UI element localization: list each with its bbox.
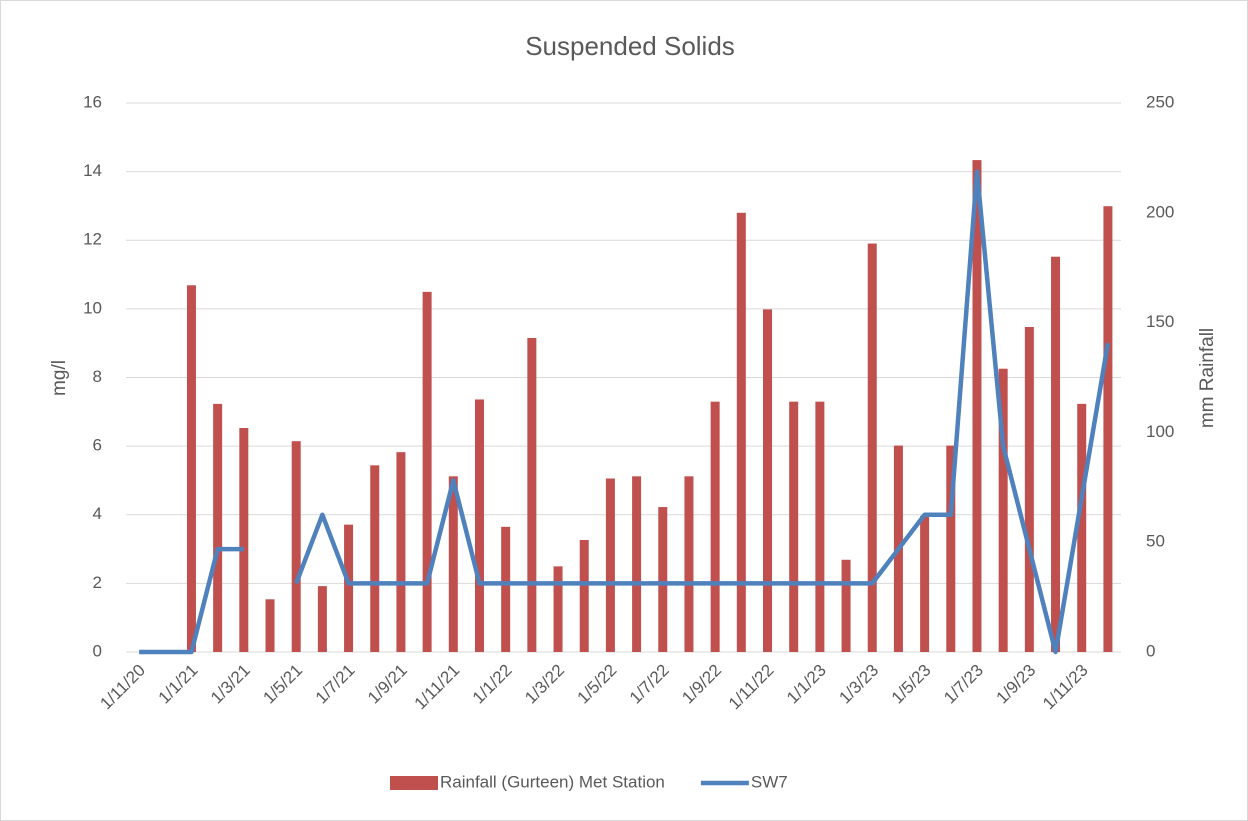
bar	[658, 507, 668, 652]
legend-swatch	[390, 776, 438, 790]
bar	[474, 399, 484, 652]
y-tick-label: 0	[93, 641, 102, 660]
bar	[448, 476, 458, 652]
bar	[920, 515, 930, 652]
chart-title: Suspended Solids	[525, 31, 735, 61]
y2-tick-label: 0	[1146, 641, 1155, 660]
y-tick-label: 8	[93, 367, 102, 386]
bar	[1103, 206, 1113, 652]
bar	[998, 368, 1008, 652]
y-tick-label: 4	[93, 504, 102, 523]
bar	[291, 441, 301, 652]
bar	[815, 401, 825, 652]
bar	[867, 243, 877, 652]
bar	[1077, 403, 1087, 652]
bar	[632, 476, 642, 652]
bar	[527, 337, 537, 652]
y-tick-label: 6	[93, 436, 102, 455]
legend-label: SW7	[751, 772, 788, 791]
bar	[1051, 256, 1061, 652]
bar	[972, 160, 982, 652]
y2-tick-label: 150	[1146, 312, 1174, 331]
bar	[422, 291, 432, 652]
legend-label: Rainfall (Gurteen) Met Station	[440, 772, 665, 791]
bar	[265, 599, 275, 652]
line	[139, 169, 1111, 655]
bar	[317, 586, 327, 652]
bar	[684, 476, 694, 652]
bar	[396, 452, 406, 652]
y-tick-label: 16	[83, 92, 102, 111]
bar	[239, 428, 249, 652]
y2-tick-label: 200	[1146, 202, 1174, 221]
y-tick-label: 14	[83, 161, 102, 180]
bar	[789, 401, 799, 652]
bar	[344, 524, 354, 652]
y2-tick-label: 100	[1146, 422, 1174, 441]
y-tick-label: 10	[83, 298, 102, 317]
y-axis-title: mg/l	[49, 360, 70, 396]
bar	[841, 559, 851, 652]
y-tick-label: 2	[93, 573, 102, 592]
y2-tick-label: 50	[1146, 532, 1165, 551]
bar	[579, 540, 589, 652]
bar	[736, 212, 746, 653]
bar	[213, 403, 223, 652]
bar	[370, 465, 380, 652]
bar	[1024, 326, 1034, 652]
bar	[553, 566, 563, 652]
bar	[501, 526, 511, 652]
bar	[605, 478, 615, 652]
bar	[763, 309, 773, 652]
y-tick-label: 12	[83, 230, 102, 249]
bar	[186, 285, 196, 652]
bar	[710, 401, 720, 652]
y2-tick-label: 250	[1146, 92, 1174, 111]
bar	[946, 445, 956, 652]
y2-axis-title: mm Rainfall	[1197, 328, 1218, 428]
